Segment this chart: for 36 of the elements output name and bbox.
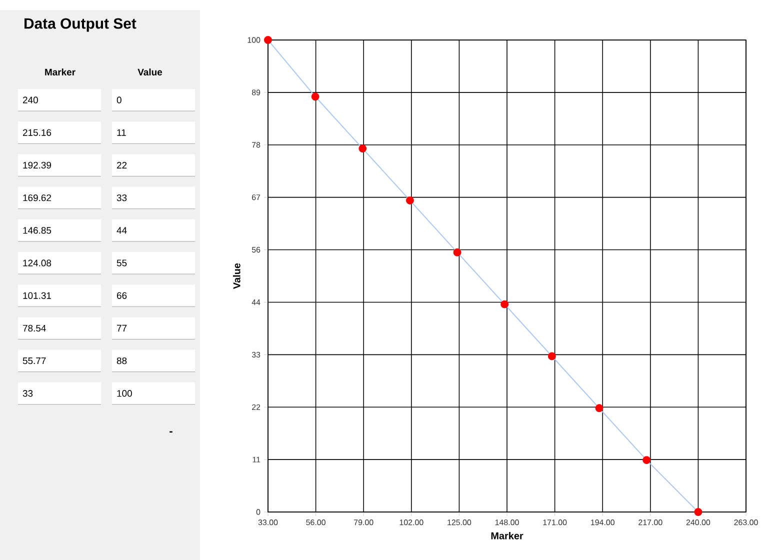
text: 22	[116, 162, 127, 168]
text: 124.08	[23, 260, 52, 266]
text: 55	[116, 260, 127, 266]
x-axis-title: Marker	[491, 532, 524, 540]
text: 215.16	[22, 129, 52, 136]
point	[264, 36, 272, 44]
text: Value	[138, 68, 162, 76]
text: 66	[117, 292, 127, 299]
text: 55.77	[22, 357, 46, 364]
text: 11	[117, 129, 126, 136]
point	[453, 248, 462, 256]
point	[595, 404, 604, 412]
point	[406, 196, 414, 204]
text: -	[170, 431, 172, 433]
point	[311, 92, 320, 101]
text: 100	[117, 390, 132, 397]
point	[548, 352, 556, 360]
text: 0	[116, 96, 122, 104]
text: 77	[117, 324, 127, 332]
text: 146.85	[23, 227, 52, 234]
point	[358, 144, 367, 153]
text: Data Output Set	[24, 18, 136, 32]
text: 78.54	[23, 324, 46, 332]
text: Marker	[45, 68, 76, 76]
text: 240	[22, 96, 38, 104]
y-axis-title: Value	[233, 263, 240, 289]
text: 33	[22, 390, 33, 397]
text: 88	[116, 357, 127, 364]
point	[500, 300, 509, 308]
text: 192.39	[23, 162, 52, 169]
text: 44	[116, 227, 127, 234]
point	[694, 508, 702, 516]
text: 101.31	[23, 292, 51, 299]
text: 169.62	[23, 194, 51, 202]
text: 33	[116, 194, 127, 202]
point	[642, 456, 651, 464]
